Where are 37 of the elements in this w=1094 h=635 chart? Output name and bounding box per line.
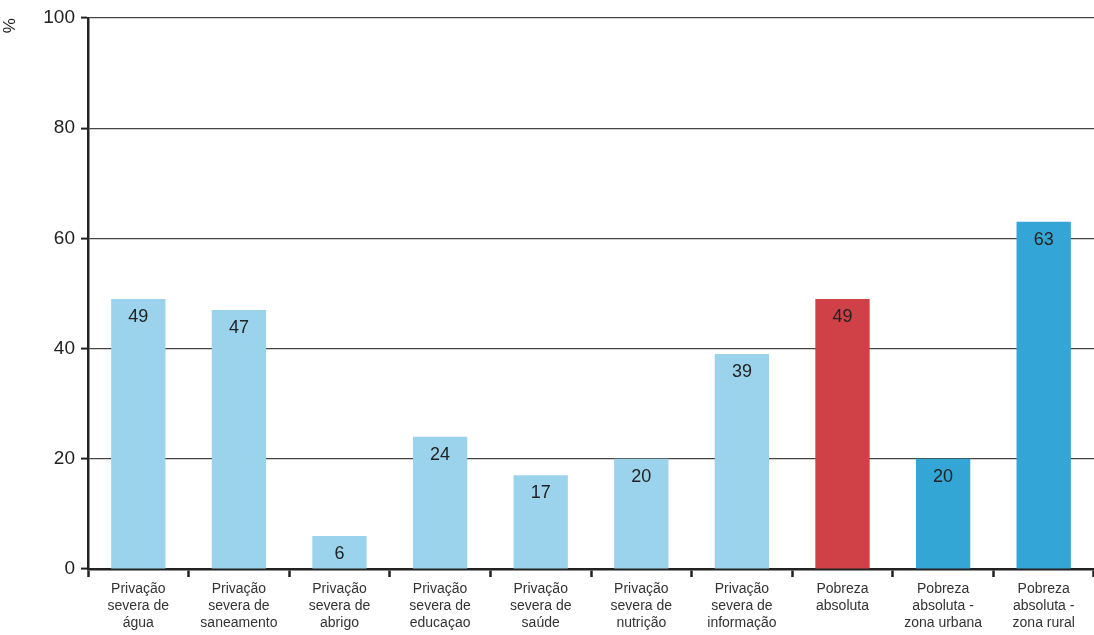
x-tick-label: Pobreza absoluta - zona rural bbox=[1012, 580, 1075, 630]
bar bbox=[513, 475, 568, 569]
data-label: 47 bbox=[228, 317, 249, 337]
x-tick-label: Privação severa de saneamento bbox=[200, 580, 278, 630]
y-tick-label: 20 bbox=[53, 447, 75, 469]
x-tick-label: Privação severa de nutrição bbox=[610, 580, 673, 630]
x-tick-label: Privação severa de água bbox=[107, 580, 170, 630]
bar bbox=[1016, 221, 1071, 569]
y-tick-label: 0 bbox=[64, 557, 75, 579]
data-label: 17 bbox=[530, 482, 551, 503]
x-tick-label: Privação severa de educaçao bbox=[409, 580, 472, 630]
bar bbox=[915, 458, 971, 569]
bar bbox=[614, 458, 669, 569]
data-label: 49 bbox=[128, 305, 149, 326]
x-tick-label: Privação severa de informação bbox=[707, 580, 777, 630]
x-tick-label: Privação severa de abrigo bbox=[308, 580, 371, 630]
data-label: 20 bbox=[933, 465, 954, 486]
data-label: 24 bbox=[430, 443, 451, 464]
data-label: 39 bbox=[731, 361, 752, 382]
data-label: 6 bbox=[334, 542, 345, 563]
y-tick-label: 60 bbox=[53, 226, 75, 248]
y-tick-label: 100 bbox=[43, 6, 75, 28]
bar bbox=[211, 310, 267, 569]
x-tick-label: Pobreza absoluta bbox=[816, 580, 870, 614]
data-label: 49 bbox=[832, 305, 853, 326]
data-label: 63 bbox=[1033, 228, 1054, 249]
bar bbox=[815, 299, 870, 569]
bar bbox=[312, 535, 367, 569]
y-axis-title: % bbox=[0, 18, 19, 34]
x-tick-label: Privação severa de saúde bbox=[509, 580, 572, 630]
bar bbox=[714, 354, 770, 569]
x-tick-label: Pobreza absoluta - zona urbana bbox=[904, 580, 983, 630]
bar bbox=[111, 299, 166, 569]
data-label: 20 bbox=[631, 465, 652, 486]
bar bbox=[412, 436, 468, 569]
y-tick-label: 80 bbox=[53, 116, 75, 138]
y-tick-label: 40 bbox=[53, 336, 75, 358]
